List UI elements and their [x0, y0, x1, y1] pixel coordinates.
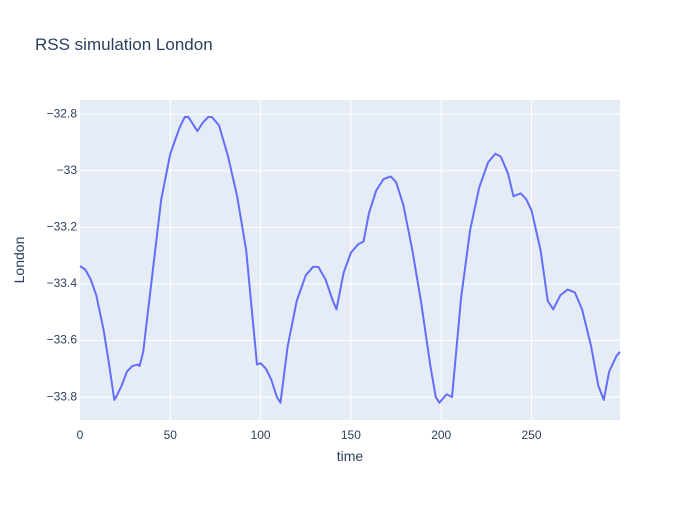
y-tick-label: −33.8: [47, 389, 78, 403]
y-axis-title: London: [11, 237, 27, 284]
x-tick-label: 0: [77, 428, 84, 442]
plot-area: [80, 100, 620, 420]
y-tick-label: −32.8: [47, 106, 78, 120]
y-tick-label: −33: [57, 163, 78, 177]
y-tick-label: −33.4: [47, 276, 78, 290]
x-tick-label: 250: [521, 428, 541, 442]
y-tick-label: −33.6: [47, 333, 78, 347]
grid: [80, 100, 620, 420]
x-tick-label: 150: [341, 428, 361, 442]
y-tick-label: −33.2: [47, 219, 78, 233]
x-tick-label: 50: [164, 428, 178, 442]
x-tick-label: 200: [431, 428, 451, 442]
line-series: [79, 115, 621, 404]
x-axis-title: time: [337, 448, 364, 464]
x-tick-label: 100: [251, 428, 271, 442]
chart-title: RSS simulation London: [35, 35, 213, 54]
